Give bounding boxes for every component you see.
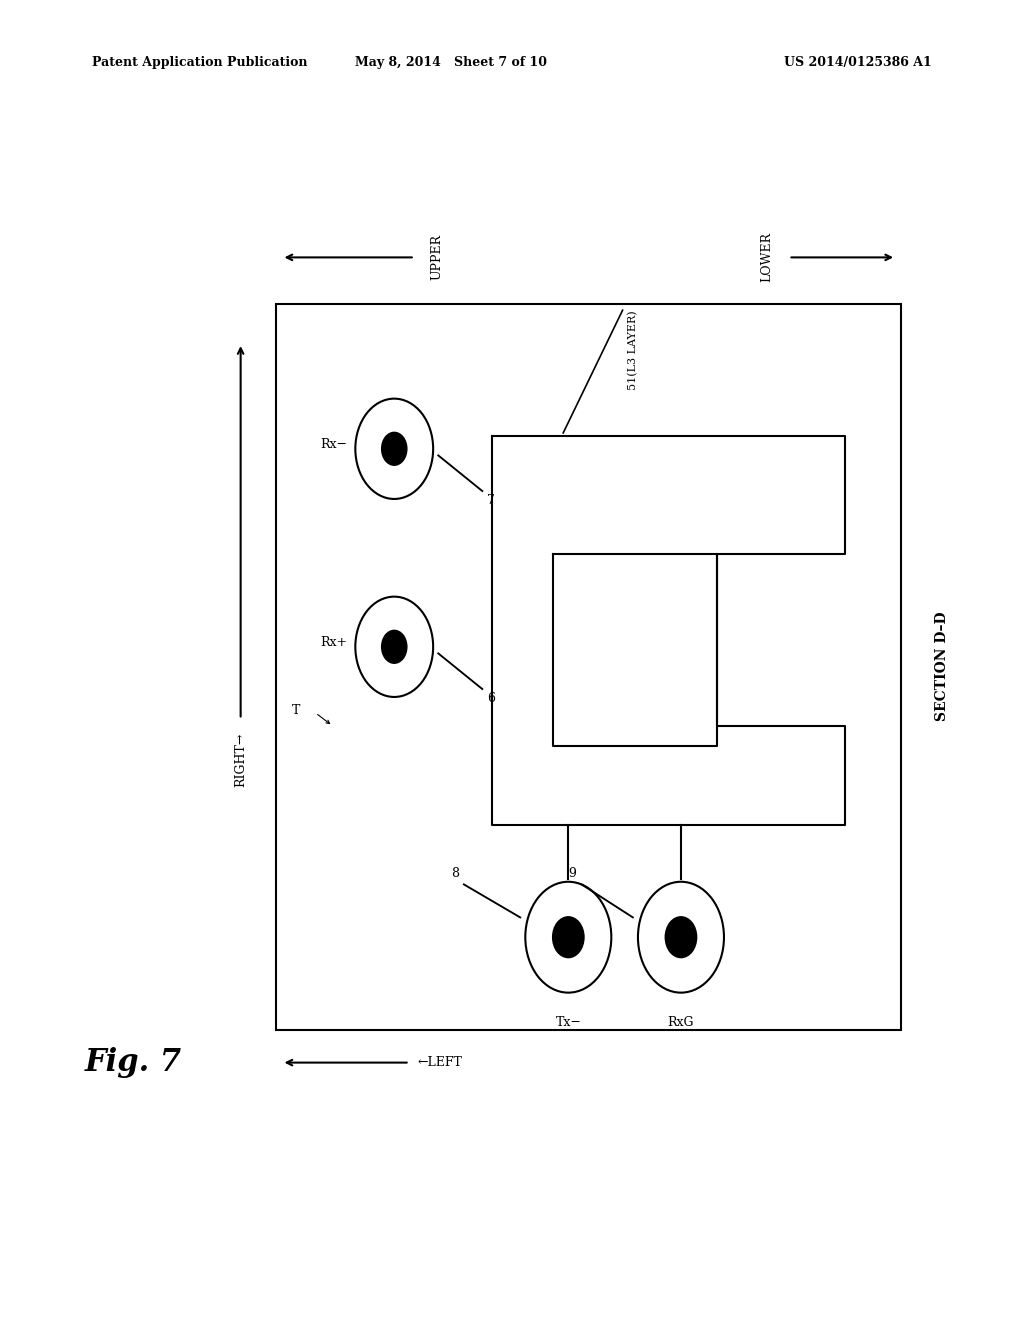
Text: ←LEFT: ←LEFT [418, 1056, 463, 1069]
Text: Tx−: Tx− [555, 1016, 582, 1030]
Circle shape [381, 432, 408, 466]
Text: Rx+: Rx+ [321, 636, 347, 649]
Circle shape [381, 630, 408, 664]
Text: Rx−: Rx− [321, 438, 347, 451]
Text: RIGHT→: RIGHT→ [234, 733, 247, 787]
Text: 6: 6 [487, 692, 496, 705]
Text: LOWER: LOWER [760, 232, 773, 282]
Text: Fig. 7: Fig. 7 [85, 1047, 181, 1078]
Circle shape [552, 916, 585, 958]
Text: 9: 9 [568, 867, 577, 880]
Text: T: T [292, 704, 300, 717]
Bar [276, 304, 901, 1030]
Text: UPPER: UPPER [430, 235, 443, 280]
Text: May 8, 2014   Sheet 7 of 10: May 8, 2014 Sheet 7 of 10 [354, 55, 547, 69]
Text: Patent Application Publication: Patent Application Publication [92, 55, 307, 69]
Text: 51(L3 LAYER): 51(L3 LAYER) [628, 310, 638, 389]
Text: RxG: RxG [668, 1016, 694, 1030]
Text: 8: 8 [451, 867, 459, 880]
Text: US 2014/0125386 A1: US 2014/0125386 A1 [784, 55, 932, 69]
Text: SECTION D–D: SECTION D–D [935, 611, 949, 722]
Circle shape [665, 916, 697, 958]
Text: 7: 7 [487, 494, 496, 507]
